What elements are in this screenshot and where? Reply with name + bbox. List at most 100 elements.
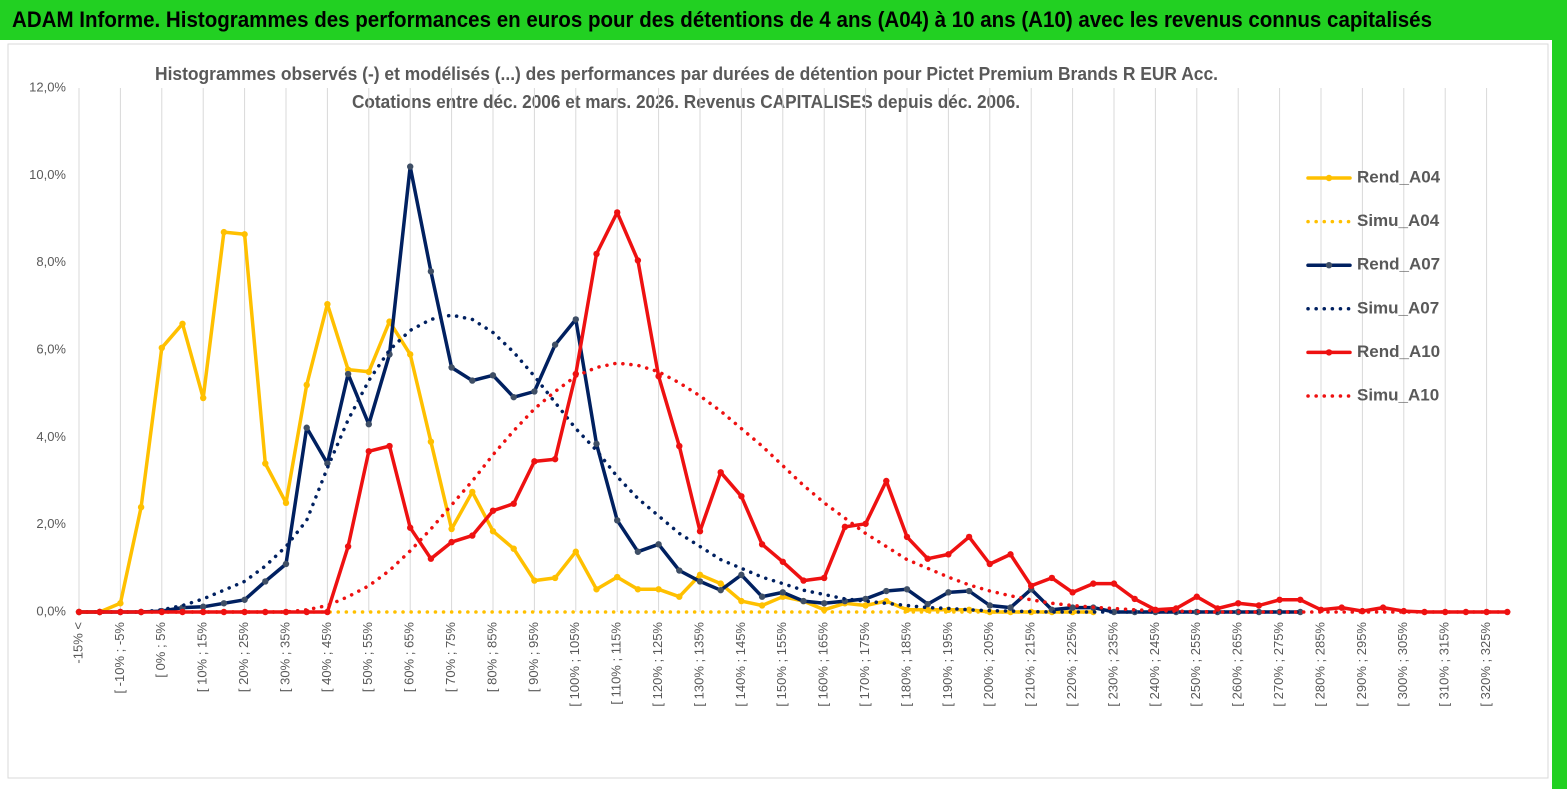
data-point — [593, 586, 600, 593]
data-point — [1007, 551, 1014, 558]
data-point — [572, 548, 579, 555]
data-point — [489, 528, 497, 535]
data-point — [137, 608, 145, 616]
data-point — [738, 493, 745, 500]
header-bar — [0, 0, 1567, 40]
data-point — [1007, 604, 1014, 611]
data-point — [1048, 574, 1056, 582]
data-point — [241, 596, 248, 603]
x-tick-label: [ 290% ; 295% — [1354, 622, 1369, 707]
data-point — [200, 608, 207, 616]
data-point — [821, 600, 828, 607]
data-point — [386, 318, 393, 325]
data-point — [1235, 600, 1242, 607]
data-point — [241, 231, 248, 238]
series-line — [77, 313, 1303, 614]
data-point — [510, 545, 517, 552]
data-point — [241, 608, 248, 616]
data-point — [903, 533, 911, 541]
data-point — [427, 268, 435, 275]
y-tick-label: 4,0% — [36, 429, 66, 444]
y-tick-label: 12,0% — [29, 79, 66, 94]
data-point — [945, 551, 952, 558]
x-tick-label: [ 240% ; 245% — [1147, 622, 1162, 707]
data-point — [614, 573, 621, 581]
data-point — [365, 368, 372, 376]
data-point — [200, 394, 207, 402]
x-tick-label: [ 220% ; 225% — [1064, 622, 1079, 707]
data-point — [1193, 593, 1201, 600]
data-point — [1379, 604, 1387, 611]
data-point — [696, 578, 704, 585]
data-point — [903, 586, 911, 593]
data-point — [1131, 595, 1138, 603]
data-point — [1214, 605, 1221, 612]
data-point — [758, 593, 766, 600]
legend-marker — [1325, 349, 1333, 356]
data-point — [1297, 596, 1304, 603]
data-point — [924, 555, 931, 562]
y-tick-label: 6,0% — [36, 341, 66, 356]
data-point — [738, 571, 745, 579]
data-point — [779, 558, 786, 565]
data-point — [1276, 596, 1283, 603]
data-point — [179, 320, 186, 327]
data-point — [614, 209, 621, 216]
data-point — [1110, 608, 1118, 616]
legend-label: Rend_A07 — [1357, 255, 1440, 274]
header-title: ADAM Informe. Histogrammes des performan… — [12, 7, 1432, 32]
data-point — [965, 587, 973, 595]
x-tick-label: [ 120% ; 125% — [650, 622, 665, 707]
data-point — [96, 608, 103, 616]
y-tick-label: 0,0% — [36, 603, 66, 618]
data-point — [220, 228, 228, 236]
data-point — [282, 499, 290, 507]
data-point — [717, 580, 724, 587]
data-point — [572, 316, 579, 323]
y-tick-label: 8,0% — [36, 254, 66, 269]
x-tick-label: [ 160% ; 165% — [816, 622, 831, 707]
x-tick-label: [ 50% ; 55% — [360, 622, 375, 693]
x-tick-label: [ 0% ; 5% — [153, 622, 168, 678]
data-point — [614, 517, 621, 524]
chart-frame — [7, 43, 1549, 779]
legend-label: Simu_A10 — [1357, 385, 1439, 404]
data-point — [1483, 608, 1490, 616]
side-bar — [1552, 40, 1567, 789]
x-tick-label: [ 250% ; 255% — [1188, 622, 1203, 707]
data-point — [676, 442, 683, 450]
data-point — [717, 586, 724, 594]
x-tick-label: [ 20% ; 25% — [236, 622, 251, 693]
legend-marker — [1325, 262, 1333, 269]
x-tick-label: [ 80% ; 85% — [484, 622, 499, 693]
data-point — [158, 344, 165, 352]
x-tick-label: [ 180% ; 185% — [898, 622, 913, 707]
data-point — [1069, 589, 1076, 596]
data-point — [282, 608, 290, 616]
data-point — [1110, 580, 1118, 587]
data-point — [448, 364, 455, 371]
data-point — [344, 370, 352, 378]
y-tick-label: 2,0% — [36, 516, 66, 531]
data-point — [883, 587, 890, 595]
data-point — [137, 504, 145, 511]
legend-marker — [1325, 174, 1333, 182]
data-point — [407, 163, 414, 170]
series-line — [77, 164, 1303, 614]
data-point — [324, 300, 331, 308]
data-point — [655, 373, 662, 380]
data-point — [282, 560, 290, 568]
legend-label: Simu_A07 — [1357, 298, 1439, 317]
data-point — [448, 538, 455, 546]
data-point — [862, 520, 869, 527]
data-point — [800, 577, 807, 584]
data-point — [344, 543, 352, 550]
data-point — [469, 377, 476, 384]
data-point — [510, 393, 517, 401]
data-point — [551, 574, 559, 582]
data-point — [800, 597, 807, 605]
data-point — [386, 442, 393, 450]
data-point — [758, 541, 766, 548]
data-point — [1069, 604, 1076, 611]
x-tick-label: [ 170% ; 175% — [857, 622, 872, 707]
